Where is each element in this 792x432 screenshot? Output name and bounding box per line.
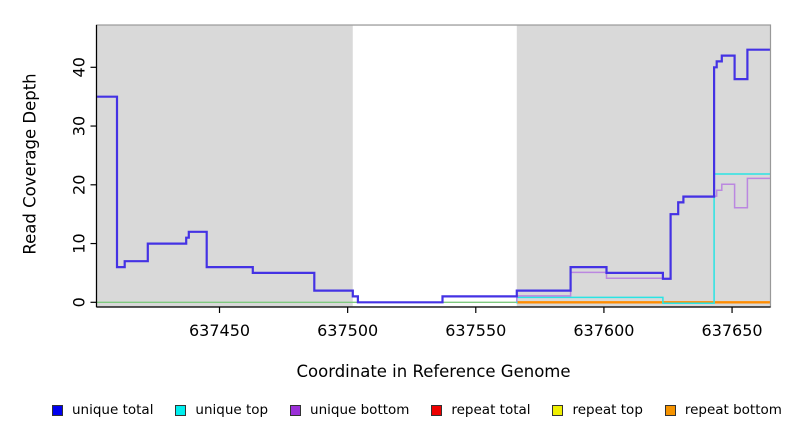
legend-label-repeat-top: repeat top <box>572 402 643 418</box>
legend-item-repeat-top: repeat top <box>552 402 643 418</box>
legend-swatch-unique-total <box>52 404 63 416</box>
legend-item-repeat-bottom: repeat bottom <box>664 402 782 418</box>
legend-item-repeat-total: repeat total <box>431 402 531 418</box>
legend: unique total unique top unique bottom repea… <box>0 399 792 421</box>
series-line-unique-total <box>96 48 771 304</box>
legend-item-unique-bottom: unique bottom <box>290 402 409 418</box>
y-tick-label: 0 <box>70 297 89 307</box>
x-tick-label: 637500 <box>317 321 378 340</box>
legend-swatch-repeat-total <box>431 404 443 416</box>
legend-item-unique-top: unique top <box>175 402 268 418</box>
uncovered-gap-region <box>352 25 517 307</box>
x-tick-label: 637450 <box>189 321 250 340</box>
legend-swatch-repeat-top <box>552 404 564 416</box>
x-tick-label: 637650 <box>702 321 763 340</box>
y-tick-label: 40 <box>70 57 89 77</box>
legend-item-unique-total: unique total <box>52 402 153 418</box>
y-tick-label: 30 <box>70 116 89 136</box>
legend-label-unique-total: unique total <box>72 402 154 418</box>
y-axis-title: Read Coverage Depth <box>20 73 40 255</box>
legend-swatch-unique-top <box>175 404 187 416</box>
x-axis-title: Coordinate in Reference Genome <box>296 362 571 381</box>
legend-swatch-unique-bottom <box>290 404 302 416</box>
legend-label-repeat-total: repeat total <box>451 402 531 418</box>
y-tick-label: 20 <box>70 175 89 195</box>
x-tick-label: 637550 <box>445 321 506 340</box>
legend-label-repeat-bottom: repeat bottom <box>684 402 782 418</box>
x-tick-label: 637600 <box>573 321 634 340</box>
legend-label-unique-bottom: unique bottom <box>310 402 410 418</box>
y-tick-label: 10 <box>70 233 89 253</box>
legend-swatch-repeat-bottom <box>664 404 676 416</box>
legend-label-unique-top: unique top <box>195 402 269 418</box>
